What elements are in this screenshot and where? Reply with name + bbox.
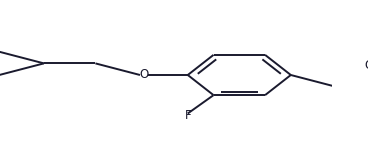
- Text: O: O: [139, 69, 149, 81]
- Text: F: F: [184, 109, 191, 122]
- Text: O: O: [364, 59, 368, 72]
